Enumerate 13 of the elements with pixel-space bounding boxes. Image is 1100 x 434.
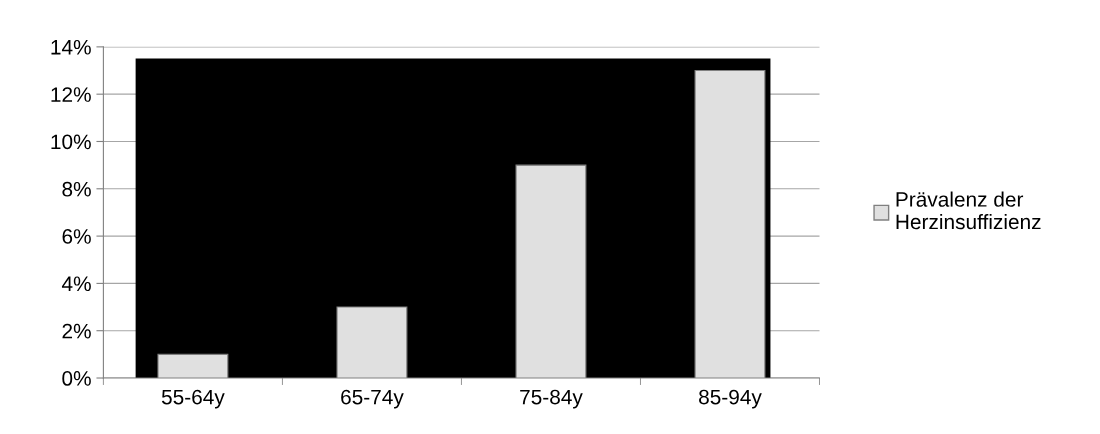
legend-label: Prävalenz der Herzinsuffizienz: [896, 191, 1041, 230]
y-tick-label: 8%: [62, 181, 91, 197]
y-tick-label: 10%: [51, 134, 91, 150]
y-tick-label: 4%: [61, 276, 91, 292]
y-tick-label: 12%: [51, 87, 91, 102]
x-tick-label: 85-94y: [699, 389, 762, 409]
y-tick-label: 14%: [51, 39, 91, 55]
x-tick-label: 65-74y: [341, 389, 404, 409]
y-tick-label: 2%: [62, 323, 91, 339]
y-tick-label: 0%: [62, 371, 91, 386]
x-tick-label: 75-84y: [520, 389, 583, 409]
x-tick-label: 55-64y: [161, 389, 225, 409]
y-tick-label: 6%: [62, 229, 91, 244]
